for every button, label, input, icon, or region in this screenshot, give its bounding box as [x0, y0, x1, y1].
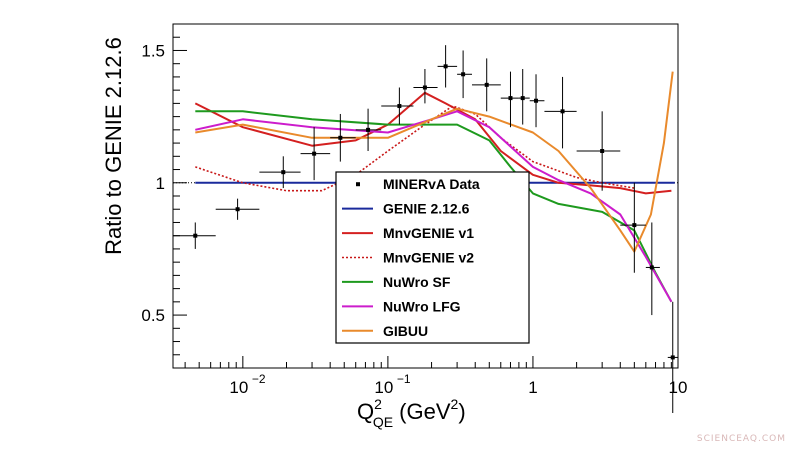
x-axis-title: Q2 QE (GeV2): [357, 396, 466, 430]
data-point: [355, 108, 382, 152]
data-point: [437, 45, 458, 88]
legend-item: NuWro LFG: [342, 298, 461, 314]
legend-label: MnvGENIE v2: [383, 250, 474, 266]
data-point: [173, 222, 216, 249]
data-points: [173, 45, 678, 413]
data-point: [544, 76, 577, 149]
legend-item: MnvGENIE v2: [342, 250, 474, 266]
data-marker: [443, 64, 448, 69]
legend-label: GIBUU: [383, 323, 428, 339]
data-marker: [649, 265, 654, 270]
y-tick-label: 1.5: [141, 41, 165, 60]
data-point: [645, 222, 660, 316]
data-marker: [520, 96, 525, 101]
x-axis-title-base: Q: [357, 399, 374, 424]
data-marker: [508, 96, 513, 101]
x-axis-title-sub: QE: [373, 414, 393, 430]
data-point: [300, 127, 331, 181]
legend: MINERvA Data GENIE 2.12.6 MnvGENIE v1 MnvGE…: [335, 171, 530, 344]
data-marker: [422, 85, 427, 90]
data-point: [215, 198, 260, 220]
data-point: [330, 113, 356, 162]
data-point: [259, 156, 301, 189]
x-tick-label: 10: [374, 378, 393, 397]
data-marker: [484, 82, 489, 87]
legend-item: NuWro SF: [342, 274, 451, 290]
data-point: [518, 68, 530, 125]
y-axis-title: Ratio to GENIE 2.12.6: [101, 37, 126, 255]
data-marker: [560, 109, 565, 114]
x-axis-title-unit-sup: 2: [451, 396, 459, 412]
axes: 10 −2 10 −1 1 10 0.5 1 1.5: [141, 23, 688, 397]
legend-item: MINERvA Data: [356, 176, 480, 192]
data-point: [667, 301, 678, 413]
data-marker: [461, 72, 466, 77]
data-point: [576, 111, 621, 191]
data-marker: [670, 355, 675, 360]
legend-item: MnvGENIE v1: [342, 225, 474, 241]
data-point: [529, 74, 545, 128]
data-marker: [312, 151, 317, 156]
y-tick-label: 1: [156, 174, 165, 193]
model-curves: [194, 71, 675, 303]
legend-label: NuWro SF: [383, 274, 451, 290]
legend-item: GIBUU: [342, 323, 428, 339]
x-tick-label: 1: [528, 378, 537, 397]
data-point: [620, 182, 646, 273]
x-tick-exponent: −1: [397, 372, 411, 386]
axis-titles: Ratio to GENIE 2.12.6Q2 QE (GeV2): [101, 37, 466, 430]
data-point: [457, 50, 472, 99]
x-axis-title-close: ): [458, 399, 465, 424]
x-axis-title-sup: 2: [374, 396, 382, 412]
data-marker: [281, 170, 286, 175]
x-tick-label: 10: [669, 378, 688, 397]
data-marker: [193, 233, 198, 238]
y-tick-label: 0.5: [141, 306, 165, 325]
legend-label: GENIE 2.12.6: [383, 201, 470, 217]
data-marker: [235, 207, 240, 212]
data-point: [413, 68, 438, 104]
data-marker: [338, 135, 343, 140]
legend-label: NuWro LFG: [383, 298, 461, 314]
legend-marker: [356, 182, 360, 187]
watermark: SCIENCEAQ.COM: [696, 434, 786, 444]
legend-item: GENIE 2.12.6: [342, 201, 470, 217]
data-marker: [534, 98, 539, 103]
data-point: [381, 87, 414, 125]
legend-label: MnvGENIE v1: [383, 225, 474, 241]
data-marker: [397, 104, 402, 109]
legend-label: MINERvA Data: [383, 176, 480, 192]
x-tick-label: 10: [229, 378, 248, 397]
legend-box: [335, 171, 530, 344]
data-marker: [600, 149, 605, 154]
series-line-nuwro-lfg: [195, 110, 673, 303]
data-marker: [366, 127, 371, 132]
data-point: [471, 58, 501, 112]
x-tick-exponent: −2: [252, 372, 266, 386]
data-marker: [632, 223, 637, 228]
data-point: [500, 71, 519, 128]
x-axis-title-unit: (GeV: [399, 399, 451, 424]
